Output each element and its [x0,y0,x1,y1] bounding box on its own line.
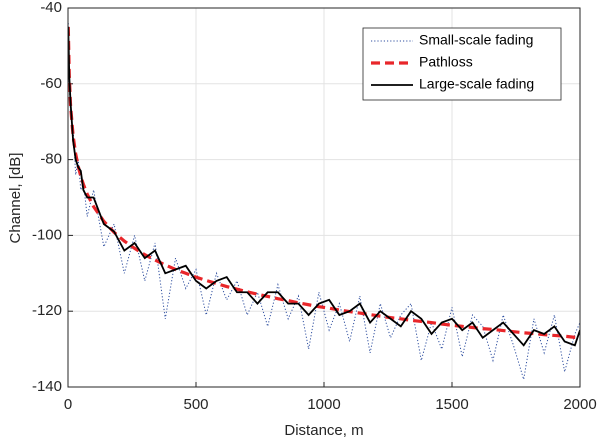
series-line [68,23,580,380]
axes-box [67,7,581,388]
y-axis-label: Channel, [dB] [7,153,24,244]
y-tick-label: -60 [40,75,62,92]
x-tick-label: 1500 [435,396,468,413]
x-tick-label: 1000 [307,396,340,413]
series-line [68,26,580,340]
x-tick-label: 0 [64,396,72,413]
x-axis-label: Distance, m [284,422,363,439]
y-tick-label: -140 [32,378,62,395]
legend-box [362,27,562,101]
legend-label: Pathloss [419,54,473,70]
legend-label: Small-scale fading [419,32,533,48]
series-line [68,26,580,347]
legend-label: Large-scale fading [419,76,534,92]
y-tick-label: -100 [32,226,62,243]
y-tick-label: -40 [40,0,62,16]
x-tick-label: 500 [183,396,208,413]
y-tick-label: -120 [32,302,62,319]
x-tick-label: 2000 [563,396,596,413]
y-tick-label: -80 [40,151,62,168]
